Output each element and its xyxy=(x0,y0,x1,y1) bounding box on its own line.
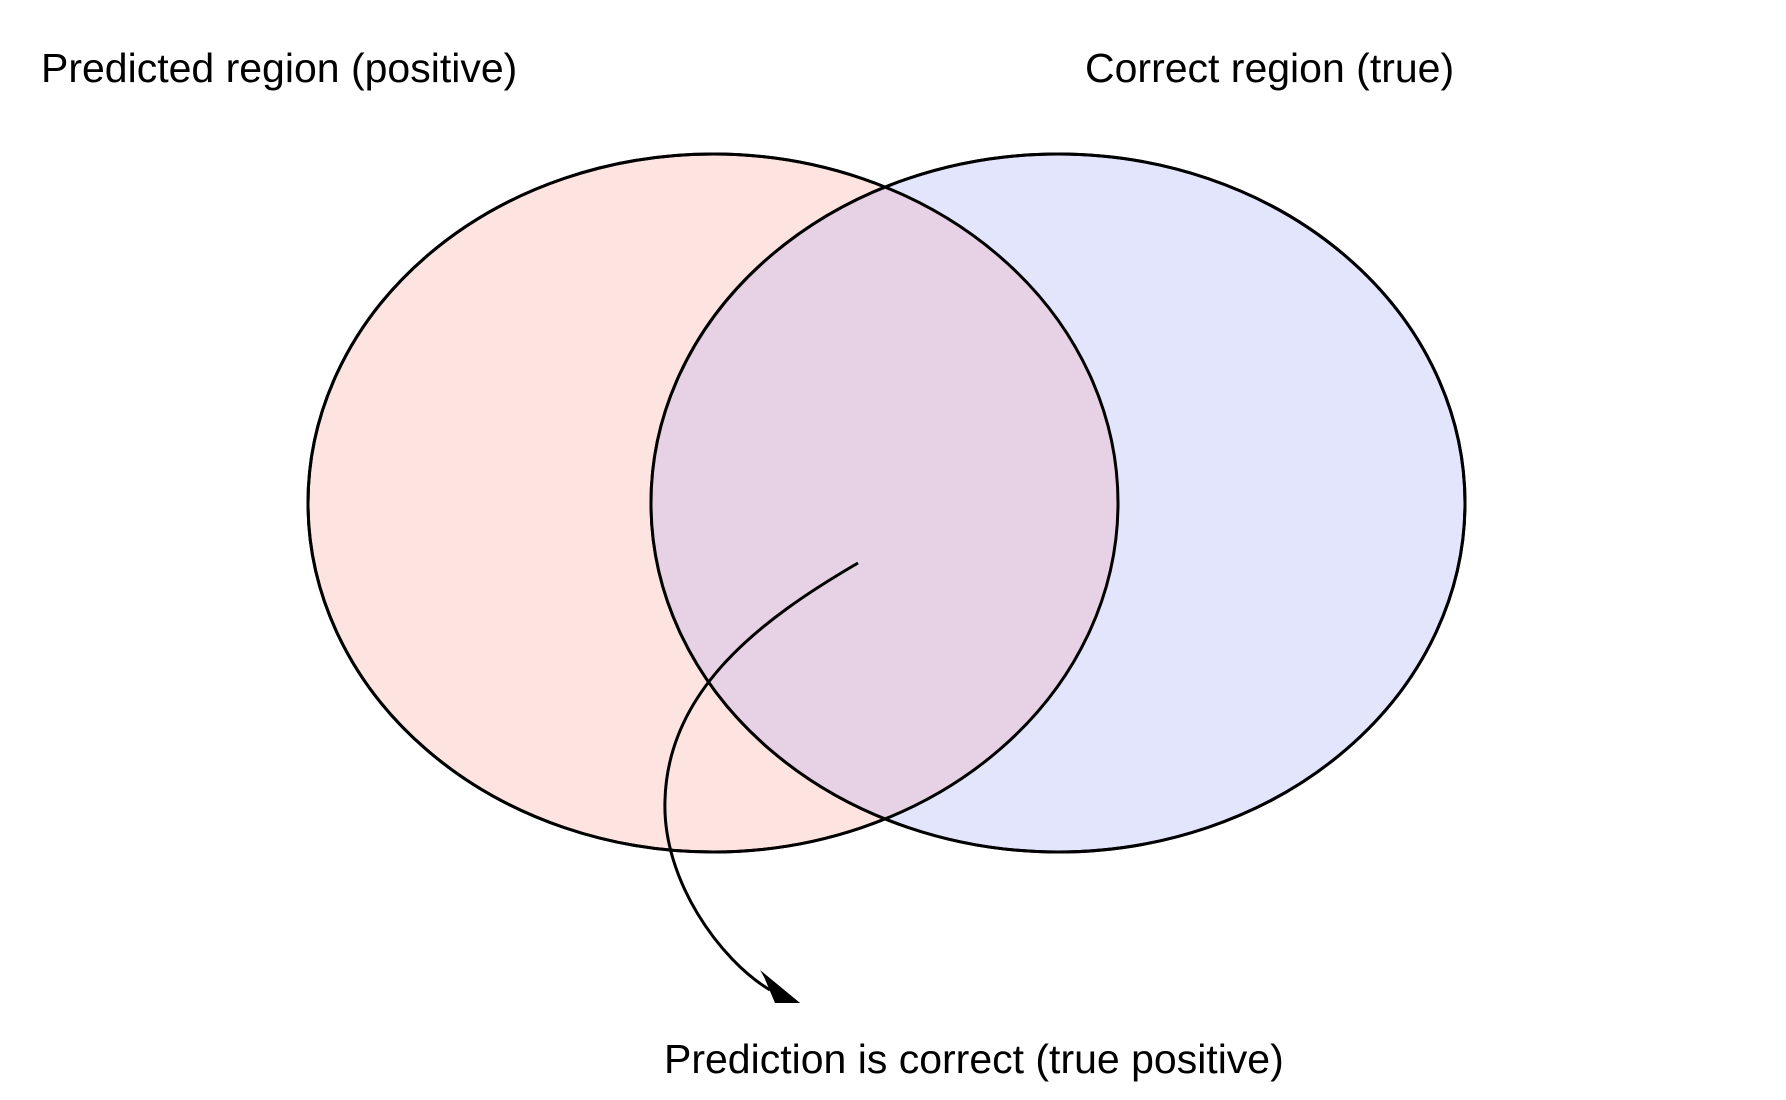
pointer-arrow-line xyxy=(663,561,859,992)
predicted-region-label: Predicted region (positive) xyxy=(41,45,517,91)
predicted-region-outline xyxy=(306,152,1120,854)
pointer-arrowhead xyxy=(760,970,800,1003)
intersection-region xyxy=(651,154,1118,852)
pointer-arrowhead-body xyxy=(762,972,800,1003)
correct-region-outline xyxy=(649,152,1467,854)
intersection-note-label: Prediction is correct (true positive) xyxy=(664,1036,1284,1082)
correct-region-label: Correct region (true) xyxy=(1085,45,1454,91)
